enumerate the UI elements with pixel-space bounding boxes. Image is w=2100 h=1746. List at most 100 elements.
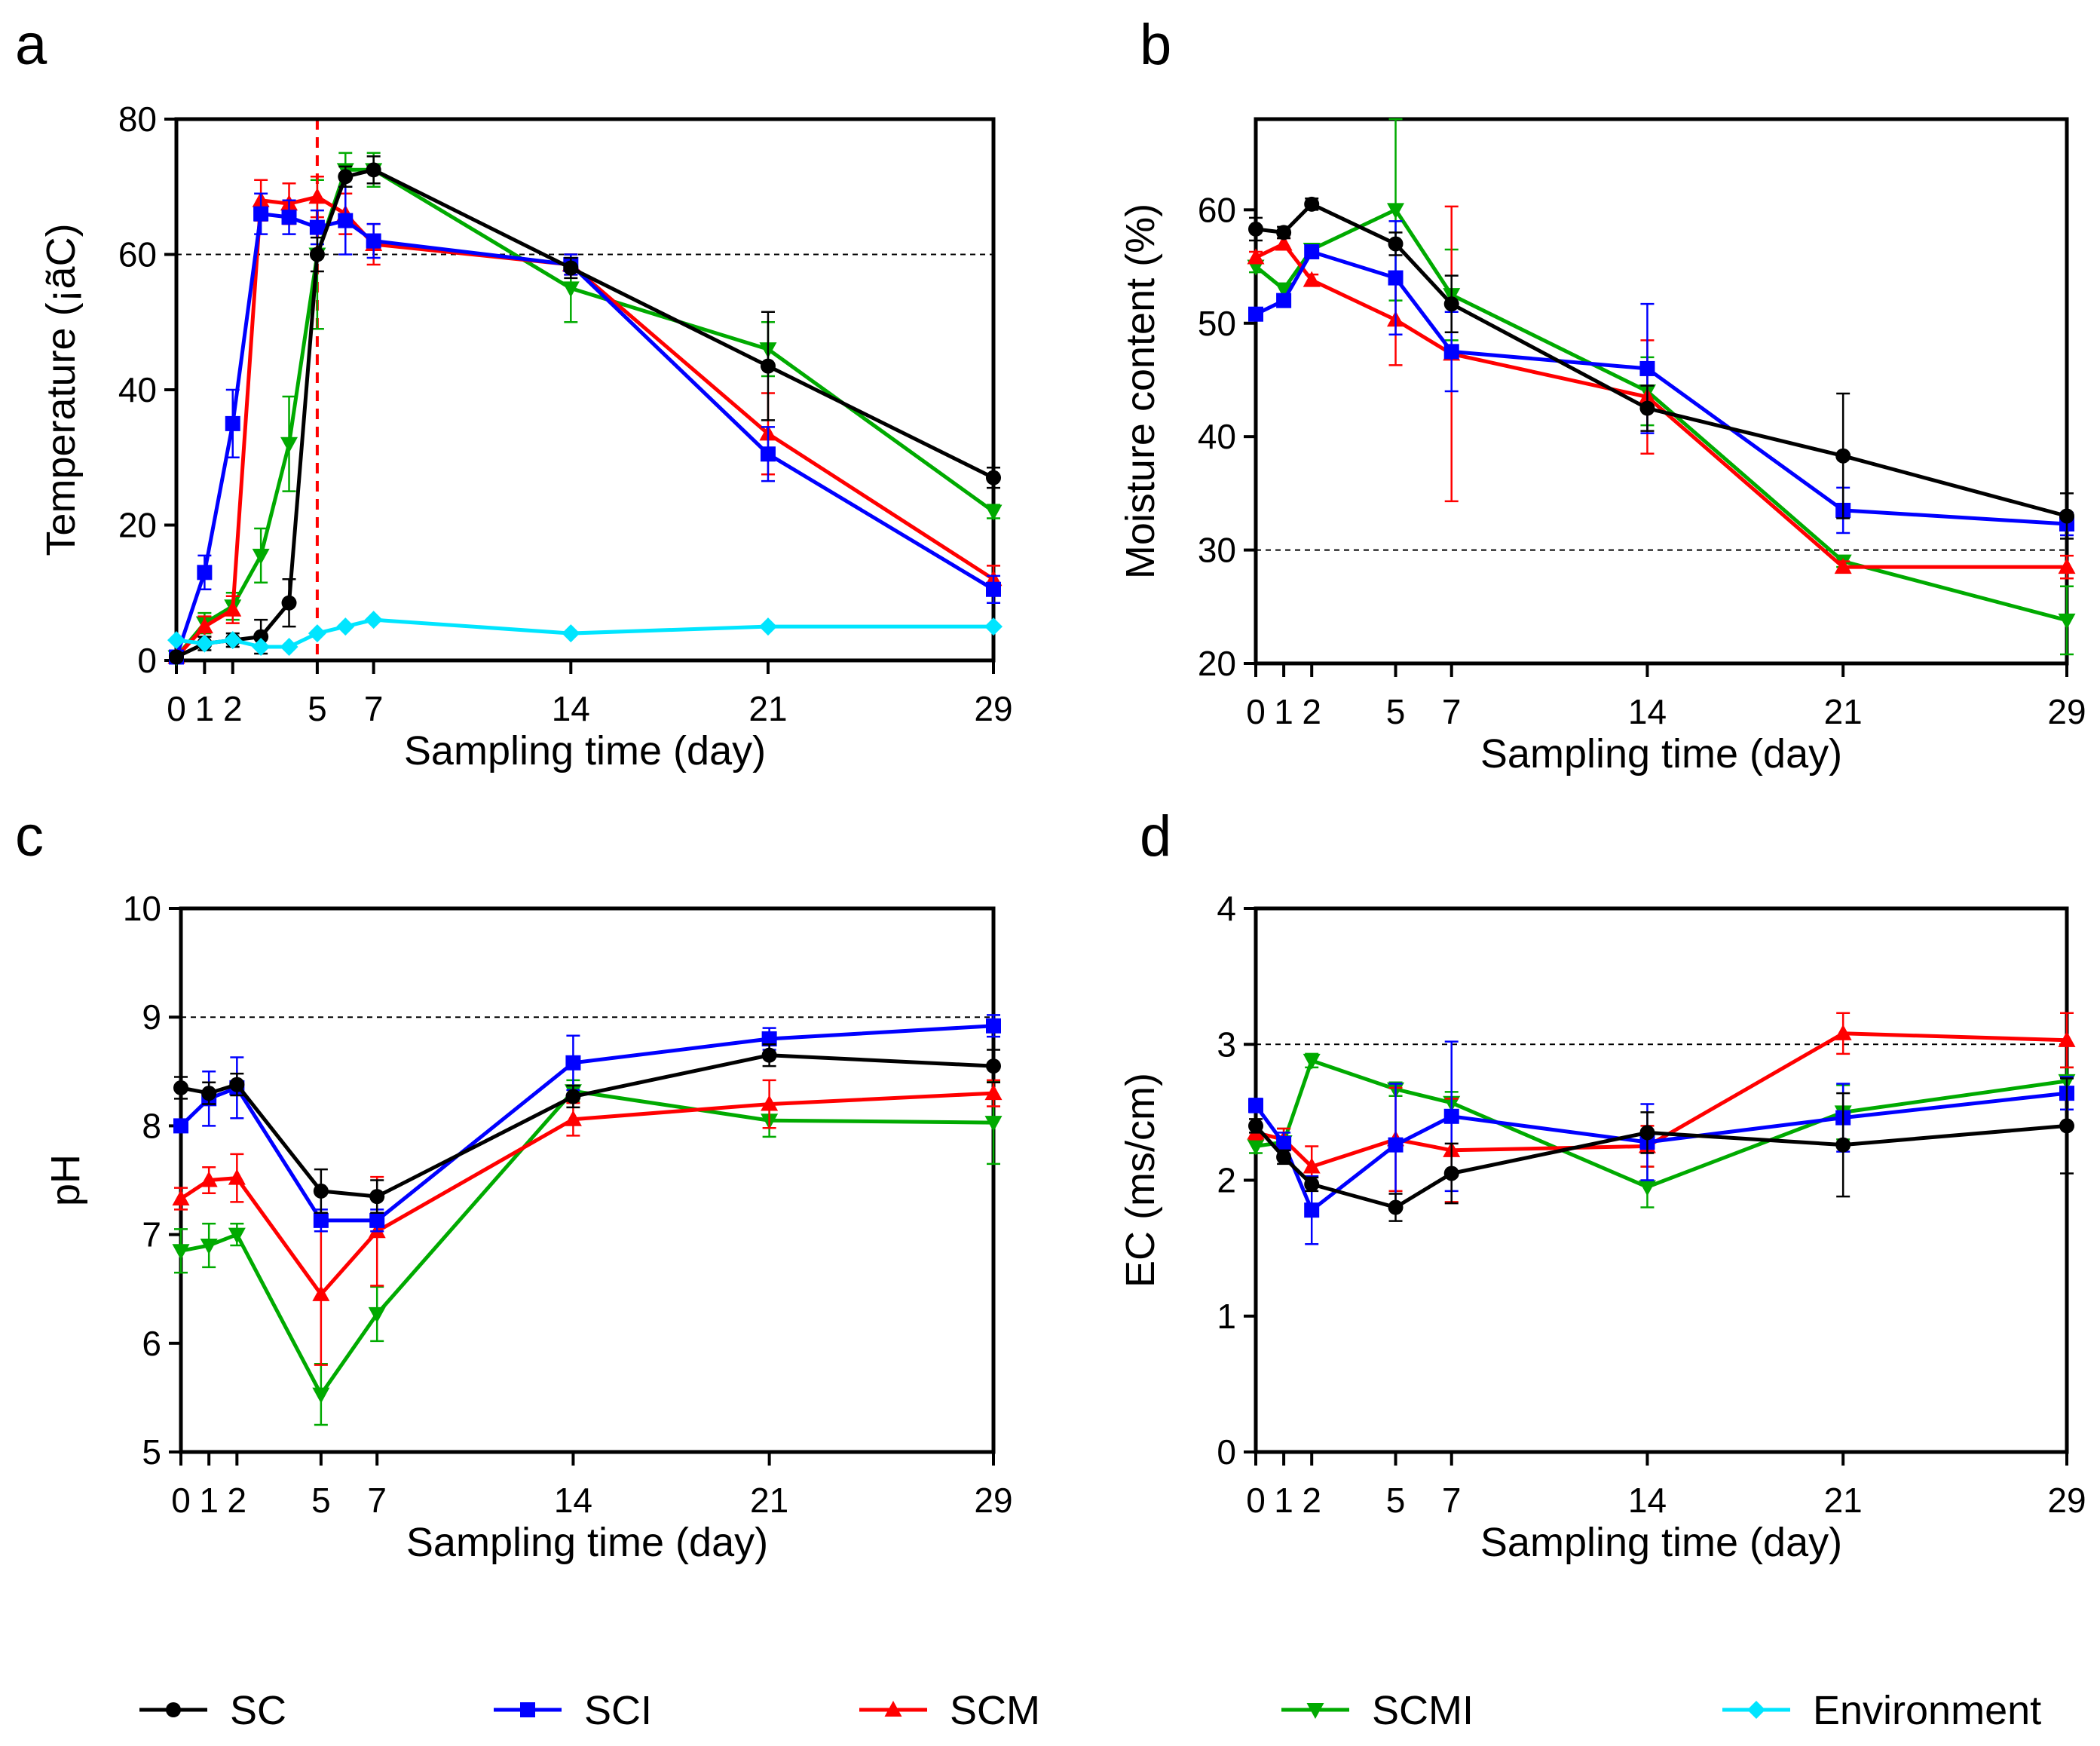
data-point: [1276, 1135, 1292, 1151]
data-point: [281, 210, 297, 225]
data-point: [1834, 1024, 1852, 1040]
series-line: [1255, 202, 2068, 518]
series-line: [1255, 1058, 2068, 1189]
legend: SC SCI SCM SCMI Environment: [139, 1688, 2041, 1733]
data-point: [1276, 1149, 1292, 1165]
data-point: [253, 206, 269, 222]
data-point: [200, 1171, 218, 1187]
series-scmi: [1247, 118, 2076, 656]
y-tick-label: 0: [137, 641, 157, 680]
data-point: [1276, 293, 1292, 308]
data-point: [169, 649, 184, 665]
y-tick-label: 9: [142, 997, 161, 1037]
data-point: [1388, 1199, 1404, 1215]
series-sc: [1248, 196, 2074, 540]
x-tick-label: 21: [1824, 692, 1863, 731]
data-point: [986, 470, 1001, 486]
data-point: [984, 504, 1003, 521]
x-tick-label: 29: [2047, 692, 2086, 731]
y-tick-label: 40: [118, 370, 157, 409]
legend-label: SCM: [950, 1688, 1040, 1733]
series-scmi: [167, 152, 1003, 666]
x-tick-label: 1: [195, 689, 215, 728]
legend-marker: [1747, 1701, 1765, 1719]
x-tick-label: 14: [1628, 692, 1667, 731]
data-point: [228, 1169, 246, 1185]
x-tick-label: 7: [1442, 1481, 1462, 1520]
data-point: [562, 281, 580, 298]
series-scm: [1247, 205, 2076, 580]
series-line: [180, 1053, 994, 1199]
series-sci: [1248, 1040, 2074, 1245]
data-point: [338, 213, 354, 228]
y-tick-label: 20: [118, 506, 157, 545]
x-axis-title: Sampling time (day): [1480, 731, 1842, 777]
series-line: [1254, 1091, 2068, 1212]
data-point: [1248, 221, 1263, 237]
data-point: [1247, 1139, 1265, 1156]
y-tick-label: 3: [1217, 1025, 1236, 1064]
data-point: [366, 233, 381, 249]
x-tick-label: 2: [1302, 1481, 1321, 1520]
data-point: [223, 631, 242, 650]
data-point: [195, 634, 214, 653]
y-tick-label: 60: [1198, 190, 1236, 229]
data-point: [1303, 1157, 1321, 1174]
x-tick-label: 2: [1302, 692, 1321, 731]
x-tick-label: 1: [199, 1481, 219, 1520]
data-point: [758, 617, 777, 636]
data-point: [1443, 296, 1459, 312]
data-point: [1388, 1137, 1404, 1153]
data-point: [2059, 508, 2074, 524]
data-point: [252, 638, 271, 657]
data-point: [760, 358, 776, 374]
data-point: [312, 1387, 330, 1404]
data-point: [201, 1086, 217, 1101]
data-point: [2058, 558, 2076, 574]
x-tick-label: 5: [311, 1481, 331, 1520]
data-point: [338, 169, 354, 185]
data-point: [1443, 1108, 1459, 1124]
x-tick-label: 21: [1824, 1481, 1863, 1520]
x-tick-label: 0: [171, 1481, 191, 1520]
series-line: [1255, 1031, 2068, 1169]
data-point: [760, 446, 776, 462]
panel-letter: c: [15, 804, 44, 868]
x-tick-label: 7: [364, 689, 384, 728]
data-point: [228, 1227, 246, 1244]
x-tick-label: 0: [167, 689, 186, 728]
x-tick-label: 0: [1246, 1481, 1266, 1520]
x-tick-label: 14: [1628, 1481, 1667, 1520]
data-point: [366, 162, 381, 178]
y-tick-label: 80: [118, 100, 157, 139]
data-point: [172, 1190, 190, 1206]
data-point: [1248, 1098, 1263, 1113]
x-tick-label: 0: [1246, 692, 1266, 731]
series-line: [175, 167, 995, 659]
x-tick-label: 1: [1274, 692, 1293, 731]
x-tick-label: 1: [1274, 1481, 1293, 1520]
data-point: [984, 1116, 1003, 1132]
series-line: [1254, 250, 2068, 526]
data-point: [1639, 400, 1655, 416]
x-tick-label: 29: [974, 689, 1012, 728]
x-tick-label: 5: [1386, 692, 1406, 731]
y-axis-title: pH: [43, 1154, 88, 1206]
x-tick-label: 21: [750, 1481, 788, 1520]
data-point: [195, 617, 213, 634]
y-axis-title: Moisture content (%): [1118, 204, 1163, 579]
data-point: [986, 581, 1001, 597]
x-tick-label: 5: [1386, 1481, 1406, 1520]
data-point: [1388, 236, 1404, 252]
y-tick-label: 1: [1217, 1297, 1236, 1336]
x-tick-label: 5: [308, 689, 327, 728]
data-point: [761, 1031, 777, 1047]
data-point: [280, 638, 298, 657]
series-line: [174, 212, 995, 658]
data-point: [253, 629, 269, 645]
data-point: [563, 260, 579, 276]
series-sc: [173, 1043, 1001, 1215]
legend-item-scm: SCM: [859, 1688, 1040, 1733]
panel-b: b 20 30 40 50 60 0 1 2 5 7 14 21 29 Sampling time (day…: [1118, 13, 2086, 777]
